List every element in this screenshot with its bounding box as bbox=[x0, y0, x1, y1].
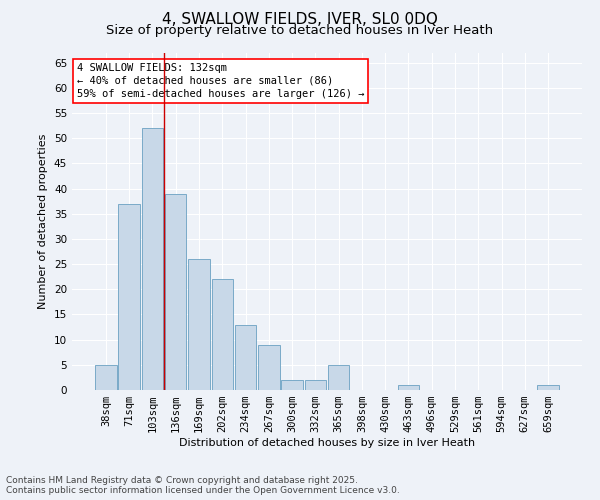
Bar bbox=[398, 385, 419, 390]
Bar bbox=[258, 344, 280, 390]
Text: 4, SWALLOW FIELDS, IVER, SL0 0DQ: 4, SWALLOW FIELDS, IVER, SL0 0DQ bbox=[162, 12, 438, 28]
Bar bbox=[281, 380, 303, 390]
Bar bbox=[118, 204, 140, 390]
Bar bbox=[538, 385, 559, 390]
X-axis label: Distribution of detached houses by size in Iver Heath: Distribution of detached houses by size … bbox=[179, 438, 475, 448]
Text: 4 SWALLOW FIELDS: 132sqm
← 40% of detached houses are smaller (86)
59% of semi-d: 4 SWALLOW FIELDS: 132sqm ← 40% of detach… bbox=[77, 62, 365, 99]
Bar bbox=[328, 365, 349, 390]
Y-axis label: Number of detached properties: Number of detached properties bbox=[38, 134, 49, 309]
Text: Contains HM Land Registry data © Crown copyright and database right 2025.
Contai: Contains HM Land Registry data © Crown c… bbox=[6, 476, 400, 495]
Bar bbox=[142, 128, 163, 390]
Bar bbox=[188, 259, 209, 390]
Bar bbox=[305, 380, 326, 390]
Bar bbox=[95, 365, 116, 390]
Bar bbox=[212, 279, 233, 390]
Bar bbox=[165, 194, 187, 390]
Text: Size of property relative to detached houses in Iver Heath: Size of property relative to detached ho… bbox=[106, 24, 494, 37]
Bar bbox=[235, 324, 256, 390]
